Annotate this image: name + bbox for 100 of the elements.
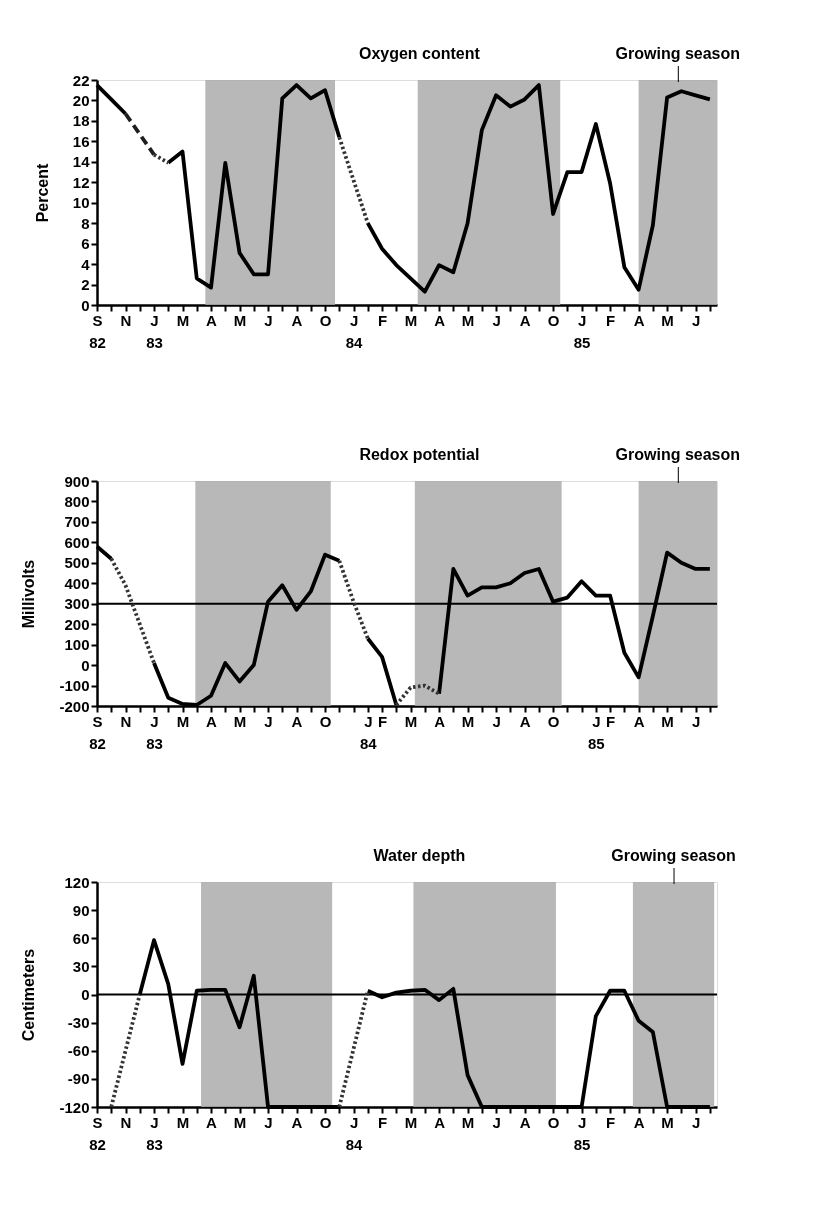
x-tick-label: J 84: [345, 311, 364, 351]
x-tick-label: J: [691, 311, 701, 329]
x-tick-label: J: [691, 1113, 701, 1131]
x-tick-label: M: [176, 1113, 190, 1131]
y-tick-label: 120: [64, 873, 90, 891]
y-tick-label: 22: [72, 71, 90, 89]
y-axis-title: Percent: [33, 162, 51, 223]
x-tick-label: S 82: [89, 1113, 106, 1153]
x-tick-label: M: [661, 1113, 674, 1131]
y-tick-label: 16: [72, 132, 90, 150]
x-tick-label: J 84: [345, 1113, 364, 1153]
y-axis-title: Millivolts: [20, 559, 38, 629]
x-tick-label: O: [319, 311, 332, 329]
y-tick-label: -60: [67, 1042, 90, 1060]
y-tick-label: -90: [67, 1070, 90, 1088]
y-tick-label: -30: [67, 1014, 90, 1032]
x-tick-label: A: [434, 1113, 446, 1131]
y-tick-label: 0: [81, 986, 90, 1003]
x-tick-label: J 83: [146, 1113, 163, 1153]
y-tick-label: 700: [64, 513, 90, 531]
y-tick-label: 12: [72, 173, 90, 191]
x-tick-label: F: [606, 712, 616, 730]
x-tick-label: O: [547, 311, 560, 329]
x-tick-label: N: [120, 311, 132, 329]
chart-title: Redox potential: [359, 446, 480, 463]
y-tick-label: 0: [81, 296, 90, 314]
x-tick-label: J: [264, 311, 273, 329]
x-tick-label: A: [519, 712, 531, 730]
x-tick-label: M: [404, 712, 418, 730]
y-tick-label: 6: [81, 235, 90, 253]
x-tick-label: J: [492, 1113, 501, 1131]
x-tick-label: J: [492, 311, 501, 329]
y-tick-label: 30: [72, 957, 90, 975]
x-tick-label: A: [291, 1113, 303, 1131]
x-tick-label: M: [404, 1113, 418, 1131]
x-tick-label: A: [519, 1113, 531, 1131]
y-tick-label: 90: [72, 901, 90, 919]
x-tick-label: A: [434, 712, 446, 730]
y-tick-label: 200: [64, 615, 90, 633]
x-tick-label: J: [264, 1113, 273, 1131]
y-tick-label: 600: [64, 533, 90, 551]
x-tick-label: M: [176, 311, 190, 329]
y-axis-title: Centimeters: [20, 948, 38, 1042]
x-tick-label: M: [404, 311, 418, 329]
x-tick-label: M: [461, 1113, 475, 1131]
x-tick-label: O: [319, 1113, 332, 1131]
y-tick-label: 800: [64, 492, 90, 510]
y-tick-label: 10: [72, 194, 90, 212]
y-tick-label: 60: [72, 929, 90, 947]
x-tick-label: O: [547, 712, 560, 730]
text: Growing season: [611, 847, 736, 864]
x-tick-label: A: [633, 1113, 645, 1131]
text: Growing season: [615, 446, 741, 463]
x-tick-label: F: [377, 712, 388, 730]
x-tick-label: A: [633, 311, 645, 329]
chart-title: Oxygen content: [358, 45, 481, 62]
x-tick-label: F: [606, 1113, 616, 1131]
y-tick-label: 0: [81, 656, 90, 674]
y-tick-label: 18: [72, 112, 90, 130]
x-tick-label: F: [606, 311, 616, 329]
x-tick-label: J: [492, 712, 501, 730]
x-tick-label: A: [206, 311, 218, 329]
x-tick-label: M: [661, 712, 674, 730]
y-tick-label: -100: [59, 677, 90, 695]
x-tick-label: J 85: [573, 1113, 591, 1153]
x-tick-label: J 84: [359, 712, 378, 752]
y-tick-label: -120: [59, 1098, 90, 1116]
y-tick-label: 400: [64, 574, 90, 592]
x-tick-label: F: [377, 311, 388, 329]
x-tick-label: J 83: [146, 311, 163, 351]
y-tick-label: 900: [64, 472, 90, 490]
y-tick-label: 300: [64, 595, 90, 613]
x-tick-label: M: [661, 311, 674, 329]
x-tick-label: M: [176, 712, 190, 730]
x-tick-label: M: [233, 1113, 247, 1131]
x-tick-label: J 83: [146, 712, 163, 752]
x-tick-label: J 85: [588, 712, 605, 752]
x-tick-label: A: [206, 712, 218, 730]
y-tick-label: 2: [81, 276, 90, 294]
x-tick-label: J 85: [573, 311, 591, 351]
x-tick-label: S 82: [89, 311, 106, 351]
x-tick-label: N: [120, 712, 132, 730]
x-tick-label: A: [291, 712, 303, 730]
x-tick-label: M: [461, 712, 475, 730]
y-tick-label: 500: [64, 554, 90, 572]
x-tick-label: O: [547, 1113, 560, 1131]
x-tick-label: J: [691, 712, 701, 730]
x-tick-label: N: [120, 1113, 132, 1131]
y-tick-label: 20: [72, 91, 90, 109]
x-tick-label: A: [291, 311, 303, 329]
x-tick-label: A: [633, 712, 645, 730]
y-tick-label: 4: [81, 255, 91, 273]
y-tick-label: 14: [72, 153, 91, 171]
y-tick-label: 100: [64, 636, 90, 654]
x-tick-label: S 82: [89, 712, 106, 752]
chart-title: Water depth: [373, 847, 466, 864]
x-tick-label: M: [233, 311, 247, 329]
x-tick-label: A: [434, 311, 446, 329]
y-tick-label: -200: [59, 697, 90, 715]
x-tick-label: J: [264, 712, 273, 730]
